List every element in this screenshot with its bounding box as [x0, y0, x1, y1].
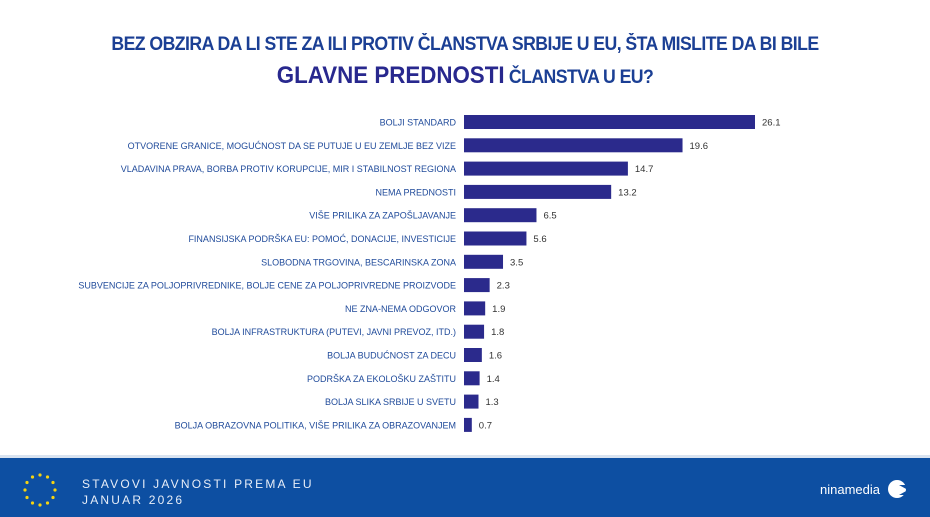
star-icon: [23, 488, 27, 492]
value-label: 0.7: [479, 420, 492, 431]
star-icon: [45, 501, 50, 505]
star-icon: [38, 503, 42, 507]
chart-title-line2: GLAVNE PREDNOSTI ČLANSTVA U EU?: [33, 62, 898, 90]
bar: [464, 394, 479, 409]
star-icon: [25, 495, 29, 500]
chart-title-rest: ČLANSTVA U EU?: [504, 67, 654, 88]
category-label: VLADAVINA PRAVA, BORBA PROTIV KORUPCIJE,…: [121, 164, 456, 174]
brand-logo-text: ninamedia: [820, 482, 880, 497]
value-label: 19.6: [690, 141, 709, 152]
category-label: SUBVENCIJE ZA POLJOPRIVREDNIKE, BOLJE CE…: [78, 281, 456, 291]
bar: [464, 115, 755, 129]
category-label: BOLJA SLIKA SRBIJE U SVETU: [325, 397, 456, 407]
star-icon: [53, 488, 57, 492]
star-icon: [30, 501, 35, 505]
category-label: OTVORENE GRANICE, MOGUĆNOST DA SE PUTUJE…: [128, 141, 456, 151]
bar: [464, 138, 683, 153]
value-label: 5.6: [533, 234, 546, 245]
category-label: BOLJA INFRASTRUKTURA (PUTEVI, JAVNI PREV…: [212, 327, 456, 337]
category-label: BOLJI STANDARD: [380, 118, 457, 128]
chart-title-line1: BEZ OBZIRA DA LI STE ZA ILI PROTIV ČLANS…: [111, 34, 819, 55]
brand-logo-icon: [888, 480, 908, 498]
value-label: 1.6: [489, 351, 502, 362]
bar: [464, 324, 485, 339]
bar: [464, 161, 628, 176]
footer-title: STAVOVI JAVNOSTI PREMA EU: [82, 477, 314, 491]
bar: [464, 348, 482, 362]
category-label: PODRŠKA ZA EKOLOŠKU ZAŠTITU: [307, 374, 456, 384]
value-label: 6.5: [543, 211, 556, 222]
category-label: NE ZNA-NEMA ODGOVOR: [345, 304, 457, 314]
value-label: 26.1: [762, 118, 781, 129]
eu-stars-icon: [23, 473, 57, 507]
value-label: 1.4: [487, 374, 500, 385]
footer: STAVOVI JAVNOSTI PREMA EU JANUAR 2026 ni…: [0, 455, 930, 517]
bar: [464, 231, 527, 246]
footer-date: JANUAR 2026: [82, 493, 185, 507]
star-icon: [51, 495, 55, 500]
value-label: 3.5: [510, 257, 523, 268]
star-icon: [45, 475, 50, 479]
footer-divider: [0, 455, 930, 458]
category-label: BOLJA OBRAZOVNA POLITIKA, VIŠE PRILIKA Z…: [175, 420, 456, 430]
chart-title-highlight: GLAVNE PREDNOSTI: [276, 62, 505, 89]
category-label: BOLJA BUDUĆNOST ZA DECU: [327, 351, 456, 361]
star-icon: [30, 475, 35, 479]
star-icon: [38, 473, 42, 477]
star-icon: [25, 480, 29, 485]
star-icon: [51, 480, 55, 485]
bar: [464, 278, 490, 293]
bar: [464, 208, 537, 223]
bar: [464, 184, 612, 199]
value-label: 2.3: [497, 281, 510, 292]
value-label: 1.9: [492, 304, 505, 315]
value-label: 1.8: [491, 327, 504, 338]
category-label: NEMA PREDNOSTI: [375, 187, 456, 197]
value-label: 1.3: [485, 397, 498, 408]
bar: [464, 371, 480, 386]
bar: [464, 254, 504, 269]
bar: [464, 301, 486, 316]
value-label: 14.7: [635, 164, 654, 175]
category-label: VIŠE PRILIKA ZA ZAPOŠLJAVANJE: [309, 211, 456, 221]
bar: [464, 417, 472, 432]
category-label: SLOBODNA TRGOVINA, BESCARINSKA ZONA: [261, 257, 456, 267]
value-label: 13.2: [618, 187, 637, 198]
bar-chart: BOLJI STANDARD 26.1 OTVORENE GRANICE, MOGU…: [78, 115, 781, 432]
category-label: FINANSIJSKA PODRŠKA EU: POMOĆ, DONACIJE,…: [188, 234, 456, 244]
